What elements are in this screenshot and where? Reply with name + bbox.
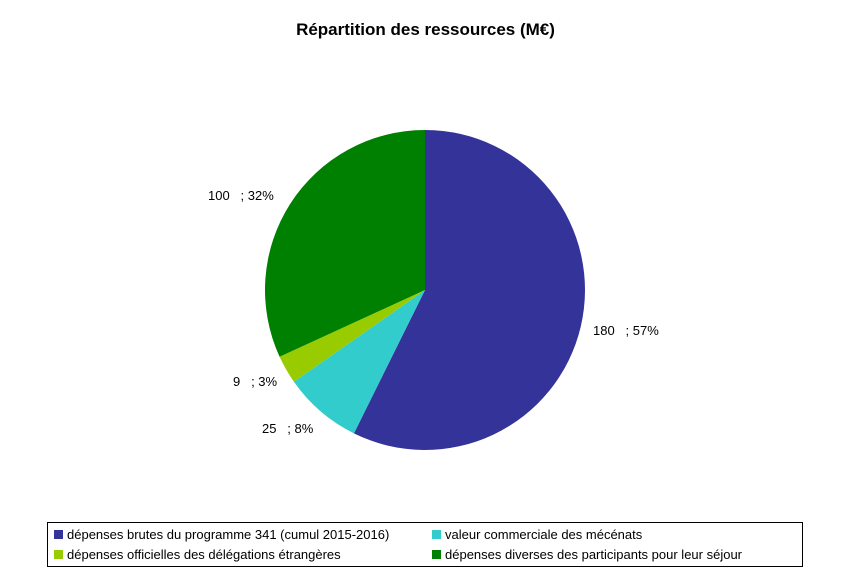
legend-swatch-programme-341 [54,530,63,539]
legend-item-participants: dépenses diverses des participants pour … [432,547,742,562]
pie-slice-delegations [279,290,425,382]
legend-item-programme-341: dépenses brutes du programme 341 (cumul … [54,527,389,542]
legend-label-delegations: dépenses officielles des délégations étr… [67,547,341,562]
data-label-delegations: 9 ; 3% [233,374,278,389]
legend-label-participants: dépenses diverses des participants pour … [445,547,743,562]
legend: dépenses brutes du programme 341 (cumul … [47,522,803,567]
chart-title: Répartition des ressources (M€) [296,20,555,39]
legend-label-mecenats: valeur commerciale des mécénats [445,527,643,542]
legend-swatch-participants [432,550,441,559]
legend-item-delegations: dépenses officielles des délégations étr… [54,547,341,562]
legend-swatch-delegations [54,550,63,559]
legend-label-programme-341: dépenses brutes du programme 341 (cumul … [67,527,390,542]
data-label-participants: 100 ; 32% [208,188,274,203]
data-label-programme-341: 180 ; 57% [593,323,659,338]
pie-slice-participants [264,130,425,357]
data-label-mecenats: 25 ; 8% [262,421,314,436]
pie-slice-programme-341 [353,130,585,450]
legend-item-mecenats: valeur commerciale des mécénats [432,527,642,542]
legend-swatch-mecenats [432,530,441,539]
pie-slice-mecenats [293,290,425,434]
